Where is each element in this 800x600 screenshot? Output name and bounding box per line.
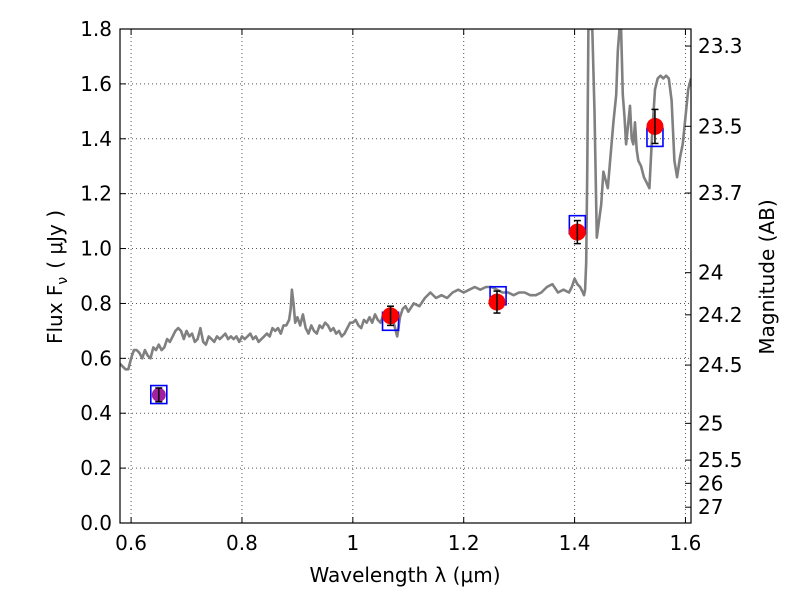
magnitude-tick-label: 23.5	[698, 114, 743, 138]
y-tick-label: 1.8	[80, 17, 112, 41]
magnitude-tick-label: 23.3	[698, 34, 743, 58]
magnitude-tick-label: 24.2	[698, 303, 743, 327]
x-tick-label: 1.2	[448, 531, 480, 555]
magnitude-tick-label: 25.5	[698, 448, 743, 472]
y-tick-labels: 0.0 0.2 0.4 0.6 0.8 1.0 1.2 1.4 1.6 1.8	[80, 17, 112, 535]
y-tick-label: 0.0	[80, 511, 112, 535]
y-axis-label: Flux Fν ( μJy )	[43, 210, 71, 344]
y-tick-label: 0.6	[80, 346, 112, 370]
plot-frame	[119, 28, 692, 524]
magnitude-tick-label: 23.7	[698, 181, 743, 205]
x-tick-label: 1	[346, 531, 359, 555]
x-tick-label: 0.8	[226, 531, 258, 555]
y-tick-label: 1.4	[80, 127, 112, 151]
y-tick-label: 1.0	[80, 237, 112, 261]
magnitude-tick-label: 24.5	[698, 353, 743, 377]
y-tick-label: 0.4	[80, 401, 112, 425]
x-tick-label: 1.4	[559, 531, 591, 555]
x-tick-labels: 0.6 0.8 1 1.2 1.4 1.6	[115, 531, 701, 555]
ticks	[120, 28, 691, 524]
model-spectrum-line	[120, 29, 691, 371]
magnitude-tick-label: 26	[698, 471, 723, 495]
spectrum-layer	[120, 29, 691, 371]
y-tick-label: 1.2	[80, 182, 112, 206]
y-axis-label-subscript: ν	[55, 277, 71, 285]
x-axis-label: Wavelength λ (μm)	[309, 563, 500, 587]
model-flux-box	[150, 384, 168, 405]
x-tick-label: 0.6	[115, 531, 147, 555]
magnitude-tick-label: 27	[698, 495, 723, 519]
x-tick-label: 1.6	[670, 531, 702, 555]
y-tick-label: 0.8	[80, 291, 112, 315]
y-axis-label-main: Flux F	[43, 285, 67, 344]
magnitude-tick-label: 25	[698, 411, 723, 435]
y-tick-label: 1.6	[80, 72, 112, 96]
magnitude-axis-label: Magnitude (AB)	[755, 199, 779, 354]
y-axis-label-unit: ( μJy )	[43, 210, 67, 269]
y-tick-label: 0.2	[80, 456, 112, 480]
magnitude-tick-label: 24	[698, 261, 723, 285]
observed-layer	[151, 108, 664, 403]
